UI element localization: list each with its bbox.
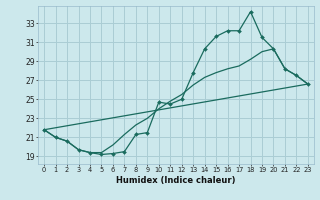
X-axis label: Humidex (Indice chaleur): Humidex (Indice chaleur) <box>116 176 236 185</box>
